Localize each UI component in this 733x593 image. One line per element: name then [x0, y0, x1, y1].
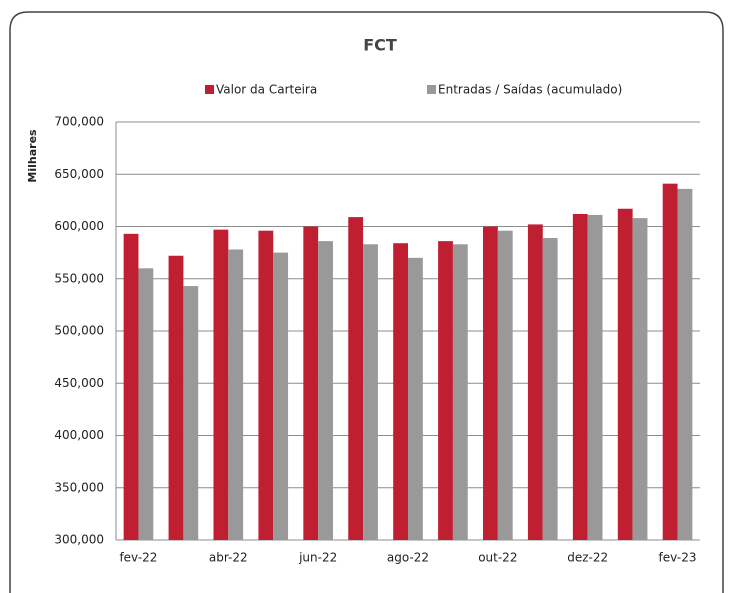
bar — [662, 183, 678, 540]
y-tick-label: 550,000 — [54, 271, 104, 285]
x-tick-label: fev-22 — [119, 551, 157, 565]
bar — [138, 268, 154, 540]
bar — [677, 188, 693, 540]
bar — [213, 229, 229, 540]
x-tick-label: fev-23 — [659, 551, 697, 565]
legend-label: Entradas / Saídas (acumulado) — [438, 83, 622, 97]
x-tick-label: dez-22 — [567, 551, 608, 565]
bar — [393, 243, 408, 540]
x-tick-label: ago-22 — [387, 551, 429, 565]
y-tick-label: 500,000 — [54, 324, 104, 338]
bar — [258, 230, 274, 540]
y-tick-label: 450,000 — [54, 376, 104, 390]
y-tick-label: 350,000 — [54, 480, 104, 494]
bar — [303, 226, 319, 540]
bar — [452, 244, 468, 540]
bar — [318, 241, 333, 540]
y-tick-label: 600,000 — [54, 219, 104, 233]
y-tick-label: 400,000 — [54, 428, 104, 442]
bar — [228, 249, 244, 541]
x-tick-label: abr-22 — [209, 551, 248, 565]
bar — [542, 237, 558, 540]
legend-swatch — [427, 85, 436, 94]
x-tick-label: jun-22 — [298, 551, 337, 565]
bar — [438, 241, 453, 540]
bar — [483, 226, 498, 540]
y-tick-label: 700,000 — [54, 115, 104, 129]
x-tick-label: out-22 — [478, 551, 517, 565]
bar — [408, 257, 423, 540]
y-tick-label: 300,000 — [54, 533, 104, 547]
bar — [632, 218, 648, 540]
bar — [348, 217, 364, 540]
bar — [527, 224, 543, 540]
y-axis-label: Milhares — [26, 129, 39, 183]
bar — [123, 233, 139, 540]
bar — [363, 244, 378, 540]
y-tick-label: 650,000 — [54, 167, 104, 181]
legend-label: Valor da Carteira — [216, 83, 317, 97]
bar — [168, 255, 184, 540]
bar — [273, 252, 289, 540]
bar — [183, 286, 199, 540]
bar — [497, 230, 513, 540]
chart-title: FCT — [363, 36, 397, 55]
bar — [572, 213, 588, 540]
chart-frame — [9, 11, 724, 593]
legend-swatch — [205, 85, 214, 94]
bar — [587, 215, 603, 540]
bar — [617, 208, 633, 541]
